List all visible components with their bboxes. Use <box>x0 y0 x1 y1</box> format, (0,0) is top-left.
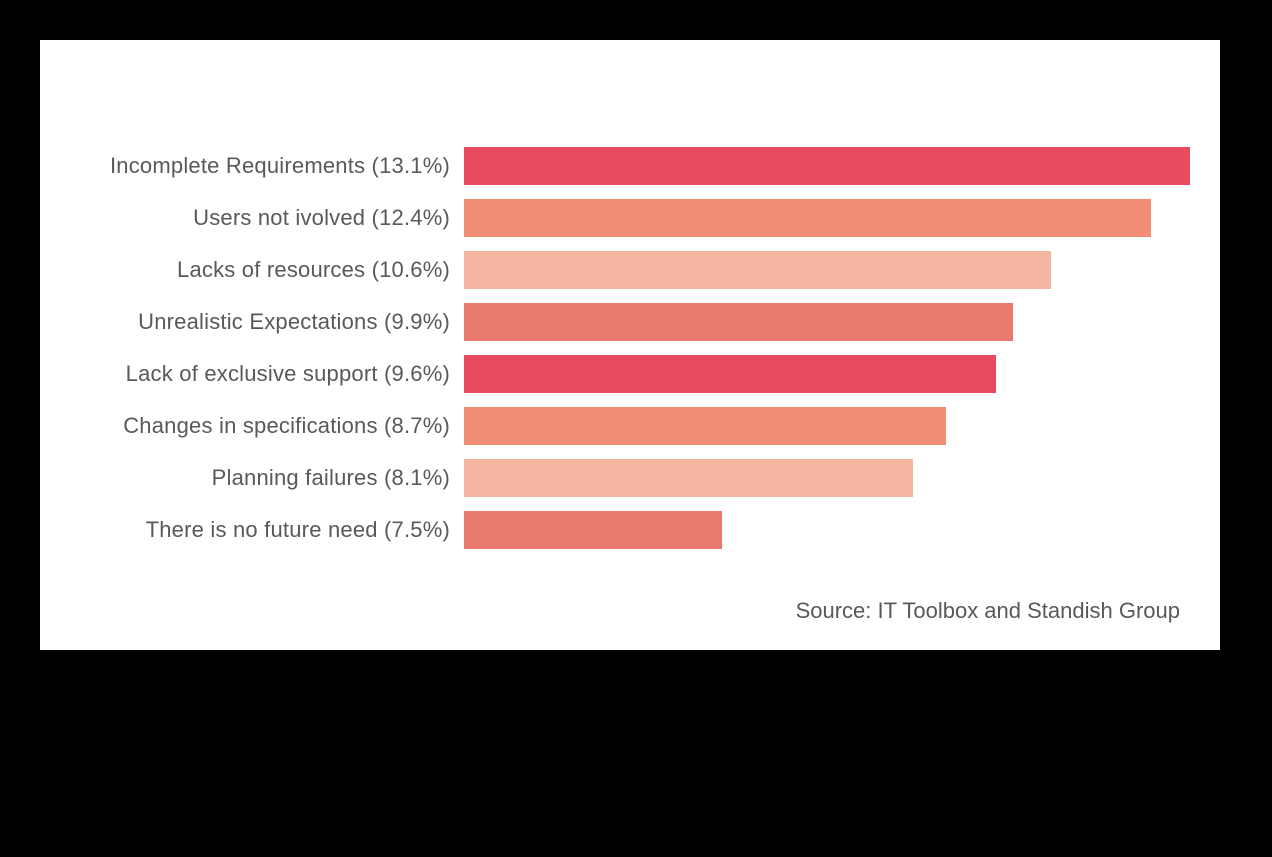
bar-track <box>464 407 1190 445</box>
bar-track <box>464 303 1190 341</box>
bar-row: Lacks of resources (10.6%) <box>70 244 1190 296</box>
chart-panel: Incomplete Requirements (13.1%) Users not… <box>40 40 1220 650</box>
bar-row: Incomplete Requirements (13.1%) <box>70 140 1190 192</box>
bar-track <box>464 511 1190 549</box>
bar-track <box>464 355 1190 393</box>
bar <box>464 407 946 445</box>
bar-label: Changes in specifications (8.7%) <box>70 413 464 439</box>
bar <box>464 355 996 393</box>
bar-row: Lack of exclusive support (9.6%) <box>70 348 1190 400</box>
bar-label: There is no future need (7.5%) <box>70 517 464 543</box>
bar-row: Users not ivolved (12.4%) <box>70 192 1190 244</box>
bar-row: There is no future need (7.5%) <box>70 504 1190 556</box>
bar-label: Users not ivolved (12.4%) <box>70 205 464 231</box>
bar-row: Unrealistic Expectations (9.9%) <box>70 296 1190 348</box>
bar-track <box>464 251 1190 289</box>
bar-track <box>464 199 1190 237</box>
source-caption: Source: IT Toolbox and Standish Group <box>796 598 1180 624</box>
bar <box>464 511 722 549</box>
bar-label: Unrealistic Expectations (9.9%) <box>70 309 464 335</box>
bar-label: Planning failures (8.1%) <box>70 465 464 491</box>
bar <box>464 251 1051 289</box>
bar-row: Planning failures (8.1%) <box>70 452 1190 504</box>
bar-label: Lack of exclusive support (9.6%) <box>70 361 464 387</box>
bar <box>464 459 913 497</box>
bar-label: Lacks of resources (10.6%) <box>70 257 464 283</box>
bar <box>464 147 1190 185</box>
bar-label: Incomplete Requirements (13.1%) <box>70 153 464 179</box>
bar <box>464 199 1151 237</box>
bar-track <box>464 147 1190 185</box>
bar-row: Changes in specifications (8.7%) <box>70 400 1190 452</box>
bar <box>464 303 1013 341</box>
bar-track <box>464 459 1190 497</box>
horizontal-bar-chart: Incomplete Requirements (13.1%) Users not… <box>70 140 1190 556</box>
